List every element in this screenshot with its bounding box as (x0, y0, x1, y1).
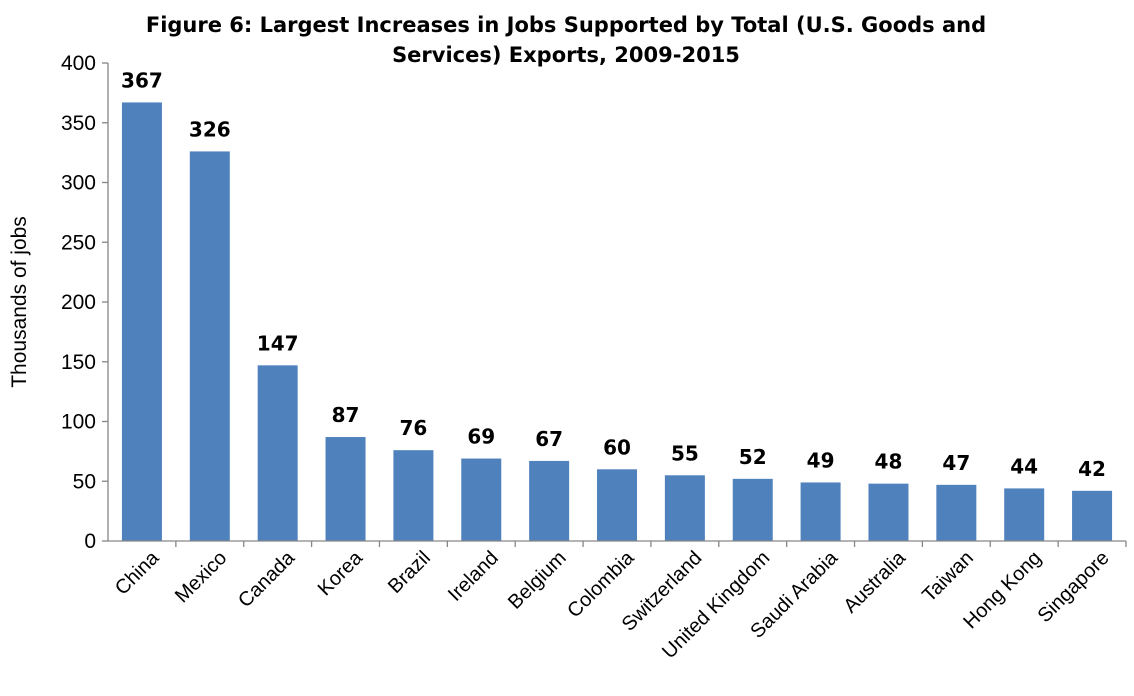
bars (121, 102, 1113, 541)
bar-hong-kong (1004, 488, 1045, 541)
data-labels: 367 326 147 87 76 69 67 60 55 52 49 48 47 44 42 (121, 68, 1106, 480)
data-label: 55 (671, 441, 699, 465)
y-tick-label: 150 (61, 351, 96, 374)
y-tick-label: 100 (61, 411, 96, 434)
x-axis-ticks: China Mexico Canada Korea Brazil Ireland Belgi… (111, 541, 1127, 663)
bar-china (121, 102, 162, 541)
y-tick-label: 250 (61, 231, 96, 254)
x-tick-label: Canada (234, 546, 300, 612)
x-tick-label: Australia (839, 546, 910, 617)
data-label: 367 (121, 68, 163, 92)
y-tick-label: 200 (61, 291, 96, 314)
data-label: 60 (603, 435, 631, 459)
bar-switzerland (664, 475, 705, 541)
bar-mexico (189, 151, 230, 541)
x-tick-label: China (111, 546, 164, 599)
data-label: 87 (332, 403, 360, 427)
bar-brazil (393, 450, 434, 541)
data-label: 67 (535, 427, 563, 451)
y-axis-ticks: 0 50 100 150 200 250 300 350 400 (61, 52, 108, 553)
x-tick-label: Brazil (384, 547, 435, 598)
data-label: 76 (399, 416, 427, 440)
data-label: 326 (189, 117, 231, 141)
x-tick-label: Belgium (504, 547, 571, 614)
chart-title-line-2: Services) Exports, 2009-2015 (392, 43, 740, 67)
data-label: 42 (1078, 457, 1106, 481)
bar-saudi-arabia (800, 482, 841, 541)
y-tick-label: 400 (61, 52, 96, 75)
data-label: 69 (467, 425, 495, 449)
bar-korea (325, 437, 366, 541)
y-tick-label: 50 (73, 470, 96, 493)
x-tick-label: Ireland (444, 547, 503, 606)
bar-canada (257, 365, 298, 541)
bar-australia (868, 483, 909, 541)
bar-singapore (1072, 490, 1113, 541)
y-tick-label: 300 (61, 172, 96, 195)
x-tick-label: Korea (314, 546, 368, 600)
y-axis-label: Thousands of jobs (8, 216, 31, 388)
data-label: 48 (875, 450, 903, 474)
chart-title-line-1: Figure 6: Largest Increases in Jobs Supp… (146, 13, 986, 37)
bar-colombia (597, 469, 637, 541)
bar-belgium (529, 460, 570, 541)
y-tick-label: 350 (61, 112, 96, 135)
x-tick-label: Mexico (171, 547, 231, 607)
bar-ireland (461, 458, 502, 541)
x-tick-label: Singapore (1034, 547, 1114, 627)
x-tick-label: Taiwan (918, 547, 978, 607)
bar-taiwan (936, 484, 977, 541)
y-tick-label: 0 (84, 530, 96, 553)
data-label: 44 (1010, 454, 1038, 478)
data-label: 52 (739, 445, 767, 469)
data-label: 147 (257, 331, 299, 355)
bar-united-kingdom (732, 478, 773, 541)
data-label: 47 (942, 451, 970, 475)
data-label: 49 (807, 448, 835, 472)
